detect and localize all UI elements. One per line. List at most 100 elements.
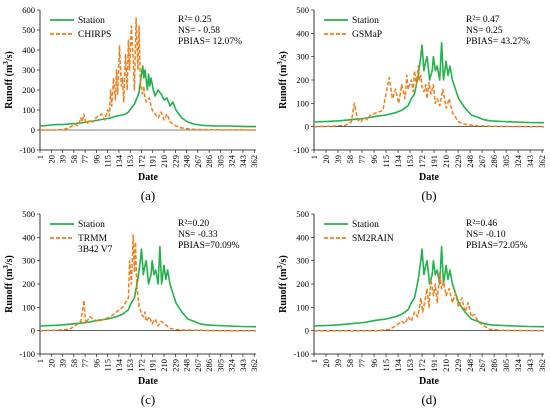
x-tick-label: 134 bbox=[393, 154, 403, 168]
x-tick-label: 153 bbox=[125, 155, 135, 168]
x-tick-label: 172 bbox=[136, 359, 146, 372]
stat-line: NS= - 0.58 bbox=[178, 26, 220, 36]
x-tick-label: 134 bbox=[114, 154, 124, 168]
y-tick-label: -100 bbox=[293, 145, 309, 155]
x-tick-label: 343 bbox=[238, 359, 248, 372]
x-tick-label: 96 bbox=[369, 155, 379, 164]
x-tick-label: 229 bbox=[453, 155, 463, 168]
x-tick-label: 20 bbox=[46, 155, 56, 164]
y-tick-label: 200 bbox=[296, 279, 309, 289]
x-tick-label: 362 bbox=[537, 359, 547, 372]
x-tick-label: 77 bbox=[357, 155, 367, 164]
x-tick-label: 210 bbox=[441, 359, 451, 372]
x-tick-label: 286 bbox=[204, 155, 214, 168]
series-line-observed bbox=[313, 245, 545, 328]
y-tick-label: 300 bbox=[296, 52, 309, 62]
chart-panel-2: -100 0 100 200 300 400 500 1 20 39 58 77 96 115 134 153… bbox=[2, 209, 259, 407]
legend-label: CHIRPS bbox=[78, 30, 111, 40]
x-tick-label: 20 bbox=[321, 155, 331, 164]
x-tick-label: 20 bbox=[321, 359, 331, 368]
stat-line: R²=0.46 bbox=[466, 219, 497, 229]
x-tick-label: 362 bbox=[249, 155, 259, 168]
stat-line: NS= -0.10 bbox=[466, 230, 506, 240]
x-tick-label: 191 bbox=[429, 359, 439, 372]
series-line-observed bbox=[39, 65, 257, 128]
y-tick-label: 400 bbox=[22, 45, 35, 55]
x-tick-label: 39 bbox=[58, 155, 68, 164]
x-tick-label: 324 bbox=[227, 154, 237, 168]
y-tick-label: 400 bbox=[22, 232, 35, 242]
y-tick-label: 0 bbox=[305, 326, 309, 336]
y-tick-label: 100 bbox=[22, 105, 35, 115]
stat-line: R²= 0.47 bbox=[466, 15, 500, 25]
x-tick-label: 286 bbox=[204, 359, 214, 372]
y-axis-title: Runoff (m3/s) bbox=[2, 255, 15, 313]
y-tick-label: 400 bbox=[296, 232, 309, 242]
y-tick-label: 200 bbox=[22, 85, 35, 95]
x-tick-label: 191 bbox=[148, 155, 158, 168]
x-tick-label: 191 bbox=[148, 359, 158, 372]
stat-line: R²= 0.25 bbox=[178, 15, 212, 25]
x-axis-title: Date bbox=[138, 376, 159, 387]
stat-line: NS= 0.25 bbox=[466, 26, 503, 36]
series-line-estimate bbox=[40, 17, 257, 131]
stat-line: NS= -0.33 bbox=[178, 230, 218, 240]
legend-label: TRMM bbox=[78, 234, 108, 244]
x-tick-label: 1 bbox=[309, 155, 319, 159]
series-line-observed bbox=[313, 41, 545, 124]
x-tick-label: 153 bbox=[125, 359, 135, 372]
x-tick-label: 305 bbox=[501, 155, 511, 168]
x-tick-label: 115 bbox=[103, 155, 113, 167]
x-tick-label: 153 bbox=[405, 155, 415, 168]
x-tick-label: 248 bbox=[182, 359, 192, 372]
x-tick-label: 77 bbox=[357, 359, 367, 368]
x-tick-label: 134 bbox=[393, 358, 403, 372]
x-tick-label: 286 bbox=[489, 155, 499, 168]
y-tick-label: 300 bbox=[296, 256, 309, 266]
x-tick-label: 153 bbox=[405, 359, 415, 372]
x-tick-label: 1 bbox=[35, 359, 45, 363]
stat-line: PBIAS= 12.07% bbox=[178, 37, 242, 47]
x-tick-label: 96 bbox=[91, 155, 101, 164]
x-tick-label: 267 bbox=[193, 155, 203, 168]
x-tick-label: 210 bbox=[159, 155, 169, 168]
y-axis-title: Runoff (m3/s) bbox=[2, 51, 15, 109]
x-tick-label: 20 bbox=[46, 359, 56, 368]
series-line-estimate bbox=[39, 234, 256, 332]
x-tick-label: 210 bbox=[441, 155, 451, 168]
x-tick-label: 362 bbox=[537, 155, 547, 168]
x-tick-label: 172 bbox=[136, 155, 146, 168]
x-tick-label: 39 bbox=[333, 155, 343, 164]
y-tick-label: 500 bbox=[296, 5, 309, 15]
x-tick-label: 229 bbox=[170, 359, 180, 372]
x-tick-label: 248 bbox=[465, 155, 475, 168]
x-tick-label: 58 bbox=[345, 359, 355, 368]
y-tick-label: 500 bbox=[296, 209, 309, 219]
x-tick-label: 248 bbox=[465, 359, 475, 372]
x-tick-label: 172 bbox=[417, 359, 427, 372]
x-tick-label: 305 bbox=[215, 155, 225, 168]
x-axis-title: Date bbox=[138, 172, 159, 183]
stat-line: PBIAS=70.09% bbox=[178, 241, 240, 251]
x-tick-label: 229 bbox=[453, 359, 463, 372]
x-tick-label: 39 bbox=[58, 359, 68, 368]
x-axis-title: Date bbox=[419, 172, 440, 183]
x-tick-label: 96 bbox=[369, 359, 379, 368]
legend-label: Station bbox=[352, 220, 379, 230]
x-tick-label: 343 bbox=[525, 155, 535, 168]
y-tick-label: -100 bbox=[19, 145, 35, 155]
y-tick-label: 100 bbox=[296, 98, 309, 108]
x-tick-label: 210 bbox=[159, 359, 169, 372]
y-tick-label: 200 bbox=[296, 75, 309, 85]
y-tick-label: 500 bbox=[22, 25, 35, 35]
x-tick-label: 191 bbox=[429, 155, 439, 168]
y-tick-label: 600 bbox=[22, 5, 35, 15]
x-tick-label: 134 bbox=[114, 358, 124, 372]
x-tick-label: 267 bbox=[477, 155, 487, 168]
legend-label: 3B42 V7 bbox=[78, 245, 113, 255]
x-tick-label: 324 bbox=[227, 358, 237, 372]
x-tick-label: 1 bbox=[309, 359, 319, 363]
x-tick-label: 58 bbox=[345, 155, 355, 164]
x-tick-label: 115 bbox=[103, 359, 113, 371]
